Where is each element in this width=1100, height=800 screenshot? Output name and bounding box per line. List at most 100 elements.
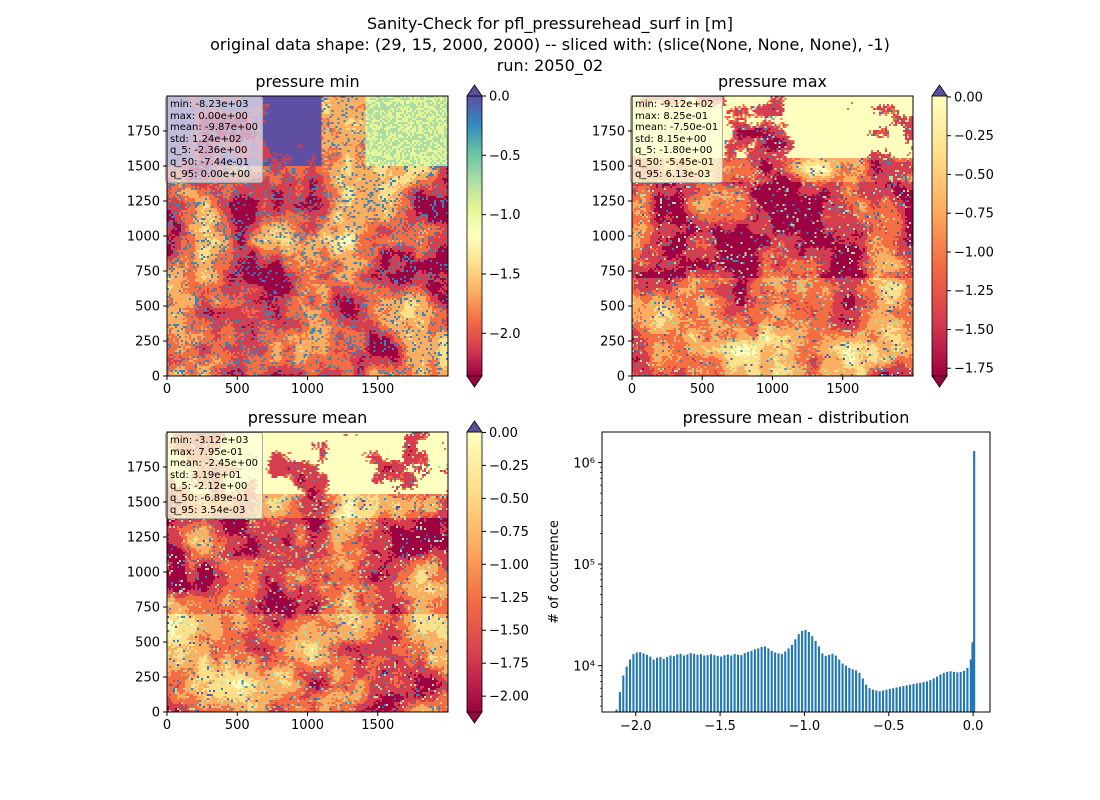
histogram-bar xyxy=(703,655,706,712)
histogram-bar xyxy=(966,667,969,712)
y-tick-label: 750 xyxy=(135,265,160,280)
histogram-bar xyxy=(959,671,962,712)
histogram-y-tick-label: 10⁶ xyxy=(573,457,595,472)
stat-q95: q_95: 3.54e-03 xyxy=(170,504,246,516)
colorbar-extend-lower xyxy=(466,375,483,388)
stat-max: max: 0.00e+00 xyxy=(170,110,248,122)
y-tick-label: 500 xyxy=(600,300,625,315)
histogram-chart: −2.0 −1.5 −1.0 −0.5 0.0 10⁴ 10⁵ 10⁶ # of occurre… xyxy=(547,431,991,734)
histogram-bar xyxy=(888,688,891,712)
histogram-bar xyxy=(753,649,756,712)
colorbar-tick-label: 0.0 xyxy=(489,90,510,105)
stat-min: min: -9.12e+02 xyxy=(635,99,714,110)
colorbar-extend-upper xyxy=(466,420,483,433)
x-tick-label: 1000 xyxy=(291,382,324,397)
colorbar-tick-label: −0.75 xyxy=(489,525,529,540)
colorbar-tick-label: −1.50 xyxy=(489,624,529,639)
histogram-bar xyxy=(838,659,841,712)
histogram-bar xyxy=(693,653,696,712)
histogram-bar xyxy=(723,655,726,712)
histogram-bar xyxy=(929,680,932,712)
histogram-bar xyxy=(740,655,743,712)
histogram-bar xyxy=(635,652,638,712)
stat-mean: mean: -9.87e+00 xyxy=(170,122,259,134)
colorbar-tick-label: −1.0 xyxy=(489,208,521,223)
y-tick-label: 1750 xyxy=(127,461,160,476)
colorbar-tick-label: −1.75 xyxy=(954,362,994,377)
colorbar-tick-label: −1.25 xyxy=(489,591,529,606)
y-tick-label: 1250 xyxy=(127,531,160,546)
histogram-bar xyxy=(919,682,922,712)
histogram-bar xyxy=(915,683,918,712)
y-tick-label: 1250 xyxy=(592,195,625,210)
histogram-bar xyxy=(942,672,945,712)
colorbar-tick-label: 0.00 xyxy=(954,90,983,105)
histogram-bar xyxy=(949,671,952,712)
histogram-bar xyxy=(868,688,871,712)
x-tick-label: 0 xyxy=(163,718,171,733)
colorbar-tick-label: −0.50 xyxy=(954,168,994,183)
histogram-bar xyxy=(902,686,905,712)
colorbar-tick-label: −2.0 xyxy=(489,327,521,342)
colorbar xyxy=(467,432,482,712)
histogram-bar xyxy=(932,678,935,712)
stat-mean: mean: -7.50e-01 xyxy=(635,122,719,134)
histogram-bar xyxy=(774,652,777,712)
y-tick-label: 1500 xyxy=(592,160,625,175)
y-tick-label: 0 xyxy=(617,370,625,385)
stat-q50: q_50: -7.44e-01 xyxy=(170,156,249,168)
histogram-bar xyxy=(922,682,925,712)
histogram-bar xyxy=(672,656,675,712)
histogram-y-tick-label: 10⁵ xyxy=(573,558,595,573)
histogram-bar xyxy=(733,654,736,712)
stat-std: std: 1.24e+02 xyxy=(170,133,242,145)
histogram-bar xyxy=(848,667,851,712)
histogram-bar xyxy=(971,642,974,712)
histogram-bar xyxy=(794,639,797,712)
histogram-bar xyxy=(743,653,746,712)
histogram-bar xyxy=(878,691,881,712)
histogram-bar xyxy=(652,659,655,712)
histogram-bar xyxy=(639,652,642,712)
x-tick-label: 1500 xyxy=(361,382,394,397)
histogram-x-tick-label: 0.0 xyxy=(963,719,984,734)
stats-box-pressure-mean: min: -3.12e+03 max: 7.95e-01 mean: -2.45… xyxy=(165,432,264,520)
stats-box-pressure-min: min: -8.23e+03 max: 0.00e+00 mean: -9.87… xyxy=(165,96,264,184)
histogram-bar xyxy=(801,630,804,712)
stat-min: min: -3.12e+03 xyxy=(170,435,249,446)
stat-q95: q_95: 0.00e+00 xyxy=(170,168,251,180)
histogram-bar xyxy=(649,656,652,712)
colorbar-tick-label: −1.00 xyxy=(954,245,994,260)
x-tick-label: 0 xyxy=(628,382,636,397)
histogram-bar xyxy=(642,653,645,712)
histogram-title: pressure mean - distribution xyxy=(682,408,910,427)
y-tick-label: 250 xyxy=(135,335,160,350)
x-tick-label: 500 xyxy=(690,382,715,397)
histogram-bar xyxy=(841,663,844,712)
colorbar-tick-label: −1.00 xyxy=(489,558,529,573)
stat-q50: q_50: -5.45e-01 xyxy=(635,156,714,168)
histogram-bar xyxy=(831,653,834,712)
histogram-y-tick-label: 10⁴ xyxy=(573,660,595,675)
stat-mean: mean: -2.45e+00 xyxy=(170,458,259,470)
histogram-bar xyxy=(824,655,827,712)
y-tick-label: 1500 xyxy=(127,160,160,175)
histogram-bar xyxy=(726,654,729,712)
histogram-bar xyxy=(814,641,817,712)
stat-std: std: 8.15e+00 xyxy=(635,133,707,145)
histogram-bar xyxy=(615,709,618,712)
y-tick-label: 1500 xyxy=(127,496,160,511)
histogram-x-tick-label: −1.0 xyxy=(789,719,821,734)
colorbar-tick-label: −1.25 xyxy=(954,284,994,299)
colorbar-tick-label: −1.75 xyxy=(489,657,529,672)
histogram-x-tick-label: −0.5 xyxy=(873,719,905,734)
histogram-bar xyxy=(689,653,692,712)
histogram-bar xyxy=(736,654,740,712)
histogram-bar xyxy=(696,654,699,712)
y-tick-label: 0 xyxy=(152,370,160,385)
histogram-bar xyxy=(844,665,848,712)
histogram-bar xyxy=(946,671,949,712)
histogram-bar xyxy=(861,678,864,712)
y-tick-label: 0 xyxy=(152,706,160,721)
histogram-bar xyxy=(797,634,800,712)
